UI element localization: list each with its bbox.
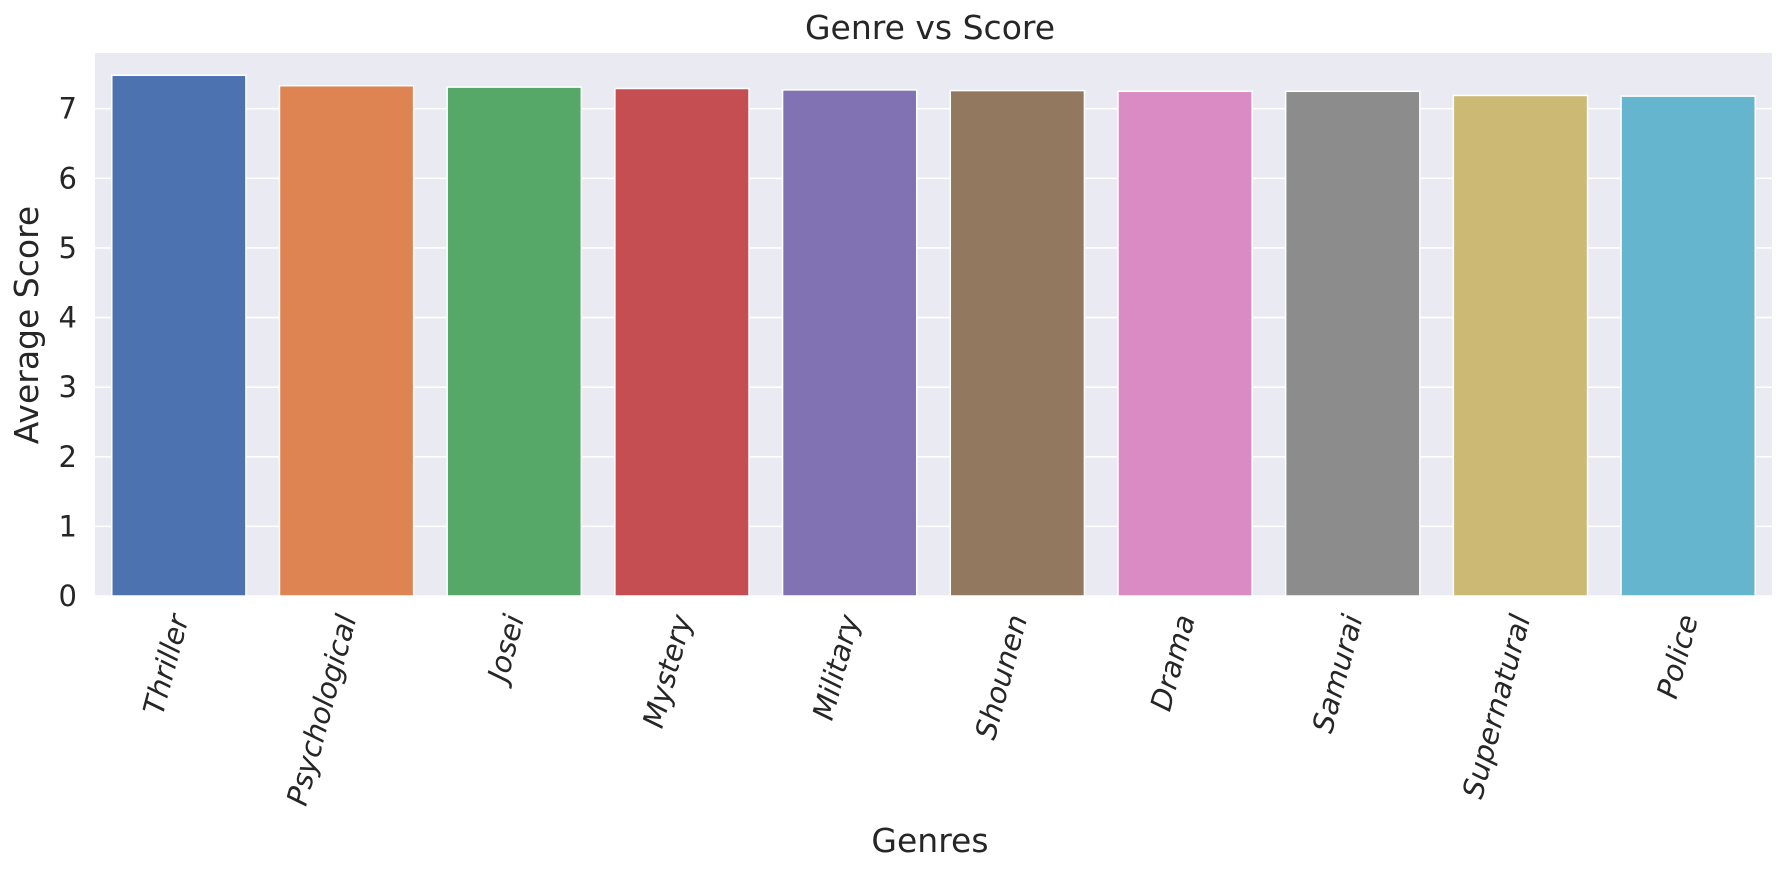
bar-drama [1117, 90, 1253, 597]
x-tick-label: Military [806, 610, 867, 723]
bar-mystery [614, 87, 750, 597]
x-tick-label: Mystery [636, 610, 699, 731]
y-tick-label: 3 [59, 370, 77, 404]
x-tick-label: Josei [479, 611, 531, 690]
bar-thriller [111, 74, 247, 597]
y-axis-ticks: 0 1 2 3 4 5 6 7 [59, 92, 77, 613]
bar-police [1620, 95, 1756, 597]
x-axis-label: Genres [871, 821, 988, 860]
x-tick-label: Thriller [136, 609, 196, 718]
bar-samurai [1284, 90, 1421, 597]
y-tick-label: 5 [59, 231, 77, 265]
bar-josei [446, 86, 583, 597]
chart-title: Genre vs Score [805, 8, 1055, 47]
y-tick-label: 2 [59, 440, 77, 474]
x-tick-label: Supernatural [1456, 611, 1538, 802]
y-tick-label: 1 [59, 509, 77, 543]
x-tick-label: Shounen [968, 611, 1034, 743]
bar-psychological [278, 84, 415, 597]
y-tick-label: 0 [59, 579, 77, 613]
bar-military [781, 89, 918, 597]
x-tick-label: Drama [1144, 611, 1202, 715]
x-tick-label: Psychological [280, 611, 364, 809]
y-axis-label: Average Score [7, 206, 46, 444]
y-tick-label: 4 [59, 301, 77, 335]
bars [111, 74, 1756, 597]
y-tick-label: 7 [59, 92, 77, 126]
y-tick-label: 6 [59, 161, 77, 195]
x-tick-label: Samurai [1305, 611, 1369, 736]
bar-shounen [949, 89, 1086, 597]
x-axis-ticks: Thriller Psychological Josei Mystery Militar… [136, 609, 1705, 809]
x-tick-label: Police [1650, 611, 1705, 702]
bar-supernatural [1452, 94, 1589, 597]
